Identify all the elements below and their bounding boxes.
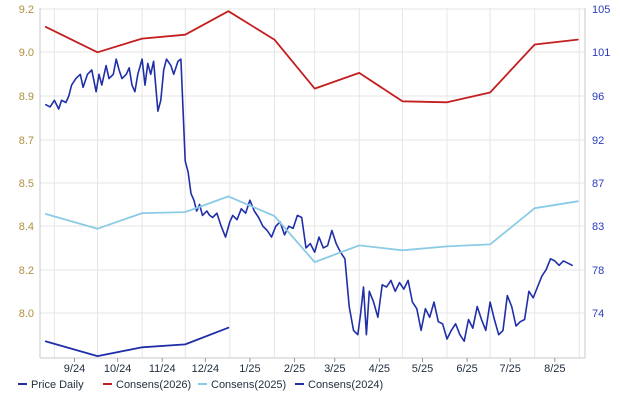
x-tick-label: 5/25 [412,363,433,375]
x-tick-label: 7/25 [500,363,521,375]
y-left-tick-label: 8.5 [19,178,34,190]
x-tick-label: 10/24 [104,363,132,375]
x-tick-label: 8/25 [544,363,565,375]
y-left-tick-label: 8.0 [19,308,34,320]
y-left-tick-label: 8.4 [19,221,34,233]
y-left-tick-label: 8.7 [19,135,34,147]
legend-label: Consens(2026) [116,379,191,391]
series [44,10,579,358]
y-left-tick-label: 8.2 [19,265,34,277]
y-right-tick-label: 87 [592,178,604,190]
y-left-tick-label: 9.2 [19,4,34,16]
y-axis-right-ticks: 105 101 96 92 87 83 78 74 [592,4,610,320]
legend-label: Price Daily [31,379,84,391]
y-right-tick-label: 96 [592,91,604,103]
series-line-consens-2024 [44,326,230,358]
y-right-tick-label: 83 [592,221,604,233]
series-line-price-daily [44,58,573,343]
y-right-tick-label: 101 [592,47,610,59]
x-tick-label: 12/24 [192,363,220,375]
y-right-tick-label: 105 [592,4,610,16]
x-tick-label: 9/24 [64,363,85,375]
axes [39,8,586,359]
x-tick-label: 3/25 [324,363,345,375]
x-tick-label: 2/25 [284,363,305,375]
legend-item: Price Daily [18,379,84,391]
grid [40,8,585,358]
legend: Price Daily Consens(2026) Consens(2025) Con… [18,379,383,391]
x-tick-label: 1/25 [239,363,260,375]
series-line-consens-2025 [44,195,579,264]
y-axis-left-ticks: 9.2 9.0 8.9 8.7 8.5 8.4 8.2 8.0 [19,4,34,320]
legend-item: Consens(2024) [295,379,383,391]
series-line-consens-2026 [44,10,579,104]
y-left-tick-label: 8.9 [19,91,34,103]
y-right-tick-label: 78 [592,265,604,277]
x-tick-label: 6/25 [456,363,477,375]
x-tick-label: 4/25 [369,363,390,375]
y-right-tick-label: 74 [592,308,604,320]
legend-label: Consens(2024) [308,379,383,391]
legend-item: Consens(2026) [103,379,191,391]
x-tick-label: 11/24 [149,363,176,375]
x-axis-ticks: 9/24 10/24 11/24 12/24 1/25 2/25 3/25 4/25 5/25 6… [64,358,566,375]
y-left-tick-label: 9.0 [19,47,34,59]
y-right-tick-label: 92 [592,135,604,147]
legend-item: Consens(2025) [198,379,286,391]
legend-label: Consens(2025) [211,379,286,391]
